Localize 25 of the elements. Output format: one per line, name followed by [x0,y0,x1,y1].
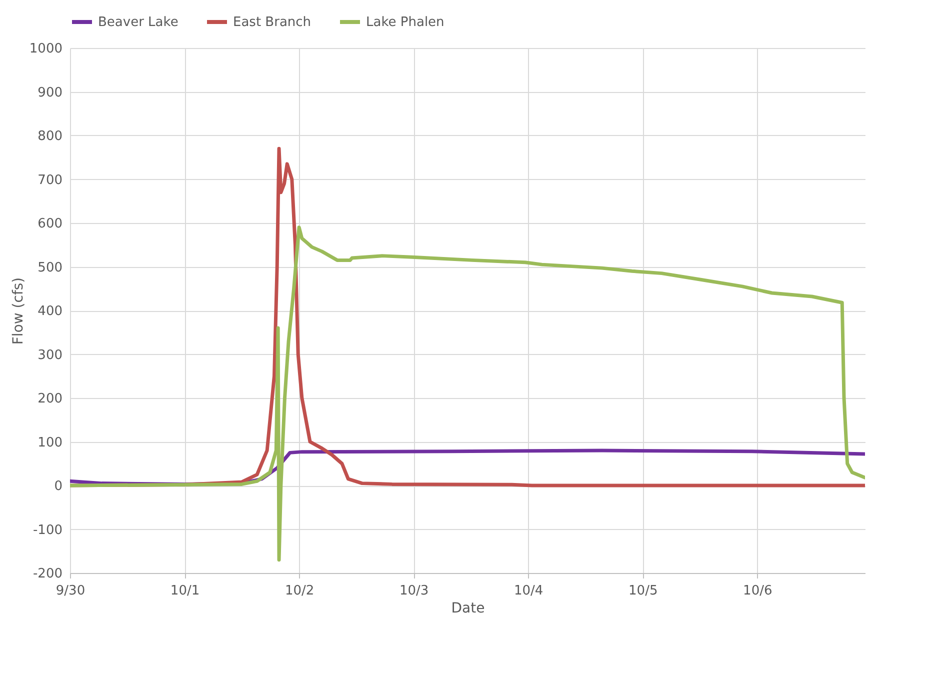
y-tick-label: 1000 [29,42,62,56]
y-tick-label: -100 [32,522,62,538]
x-axis-title: Date [451,600,485,616]
legend-label: Beaver Lake [98,15,178,30]
y-tick-label: 600 [38,216,62,232]
y-tick-label: 700 [38,172,62,188]
y-tick-label: 500 [38,260,62,276]
x-tick-label: 10/2 [284,584,314,598]
y-tick-label: 800 [38,129,62,144]
y-axis-title: Flow (cfs) [10,277,26,345]
x-tick-label: 10/3 [399,584,429,598]
y-tick-label: 900 [38,85,62,100]
y-tick-label: 200 [38,392,62,406]
y-tick-label: 300 [38,348,62,363]
x-tick-label: 9/30 [56,584,86,598]
x-tick-label: 10/1 [170,584,200,598]
legend-label: East Branch [233,15,312,30]
x-tick-label: 10/5 [628,584,658,598]
y-tick-label: 400 [38,304,62,319]
y-tick-label: 0 [54,479,62,494]
y-tick-label: -200 [32,566,62,582]
legend-label: Lake Phalen [366,15,444,30]
y-tick-label: 100 [38,435,62,450]
x-tick-label: 10/4 [514,584,544,598]
x-tick-label: 10/6 [743,584,772,598]
